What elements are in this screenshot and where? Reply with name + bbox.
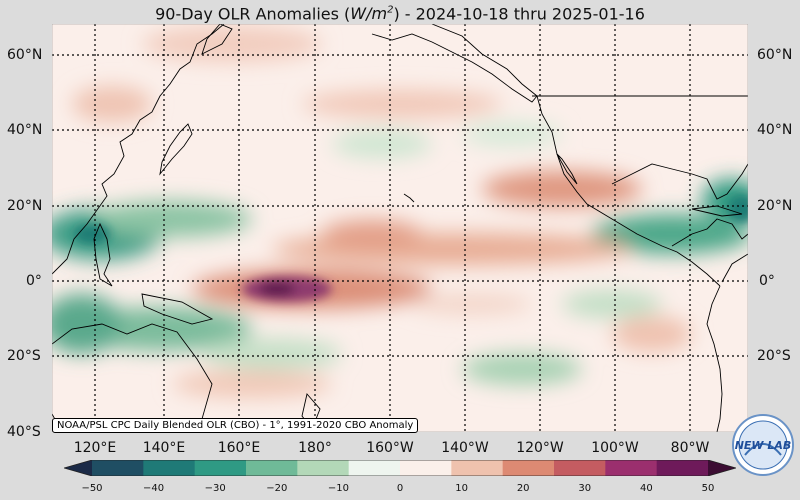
colorbar-tick-label: −40	[143, 483, 165, 494]
colorbar	[64, 460, 736, 476]
lon-label: 160°W	[366, 440, 414, 456]
lon-label: 140°W	[441, 440, 489, 456]
colorbar-cell	[656, 460, 709, 476]
lon-label: 80°W	[670, 440, 710, 456]
colorbar-cell	[143, 460, 196, 476]
colorbar-high-extend	[708, 460, 736, 476]
colorbar-cell	[348, 460, 401, 476]
lat-label-right: 40°N	[757, 122, 793, 138]
lat-label-left: 20°S	[7, 348, 41, 364]
philippines	[93, 222, 113, 287]
colorbar-cell	[297, 460, 350, 476]
lat-label-left: 20°N	[7, 198, 43, 214]
coastlines	[52, 24, 748, 432]
colorbar-tick-label: 40	[640, 483, 653, 494]
colorbar-cell	[451, 460, 504, 476]
south-america	[706, 253, 748, 432]
colorbar-tick-label: −10	[327, 483, 349, 494]
lon-label: 100°W	[591, 440, 639, 456]
cuba	[691, 205, 743, 217]
alaska	[371, 24, 538, 103]
colorbar-tick-label: 0	[396, 483, 404, 494]
colorbar-cell	[246, 460, 298, 476]
asia-coast	[52, 24, 225, 275]
lat-label-right: 60°N	[757, 47, 793, 63]
lat-label-right: 20°N	[757, 198, 793, 214]
lat-label-left: 0°	[26, 273, 42, 289]
logo-text: NEW LAB	[735, 439, 792, 452]
kamchatka	[201, 24, 233, 55]
anomaly-core	[74, 195, 748, 302]
colorbar-cell	[605, 460, 658, 476]
colorbar-tick-label: 10	[455, 483, 468, 494]
colorbar-cell	[194, 460, 247, 476]
colorbar-tick-label: −20	[266, 483, 288, 494]
lon-label: 120°E	[73, 440, 117, 456]
colorbar-tick-label: 30	[578, 483, 592, 494]
hawaii	[403, 193, 415, 203]
colorbar-cell	[502, 460, 555, 476]
colorbar-cells	[64, 460, 736, 476]
colorbar-cell	[400, 460, 452, 476]
baja-california	[556, 153, 578, 185]
lab-logo: NEW LAB	[732, 414, 794, 476]
colorbar-tick-label: −30	[204, 483, 226, 494]
central-america	[671, 218, 748, 247]
colorbar-low-extend	[64, 460, 92, 476]
colorbar-cell	[92, 460, 144, 476]
graticule	[52, 24, 748, 432]
olr-anomaly-map	[52, 24, 748, 432]
lon-label: 120°W	[516, 440, 564, 456]
lat-label-right: 20°S	[757, 348, 791, 364]
colorbar-tick-label: 50	[701, 483, 715, 494]
lat-label-right: 0°	[759, 273, 775, 289]
lat-label-left: 60°N	[7, 47, 43, 63]
data-credit: NOAA/PSL CPC Daily Blended OLR (CBO) - 1…	[52, 418, 419, 433]
japan	[159, 123, 193, 176]
lat-label-left: 40°S	[7, 424, 41, 440]
lon-label: 140°E	[142, 440, 186, 456]
gulf-coast	[611, 163, 748, 200]
new-guinea	[141, 293, 214, 325]
lon-label: 180°	[298, 440, 332, 456]
colorbar-tick-label: −50	[81, 483, 103, 494]
lon-label: 160°E	[217, 440, 261, 456]
colorbar-tick-label: 20	[516, 483, 530, 494]
lat-label-left: 40°N	[7, 122, 43, 138]
map-title: 90-Day OLR Anomalies (W/m2) - 2024-10-18…	[155, 4, 645, 24]
anomaly-field	[52, 26, 748, 398]
north-america-west-coast	[536, 95, 721, 287]
colorbar-cell	[554, 460, 606, 476]
